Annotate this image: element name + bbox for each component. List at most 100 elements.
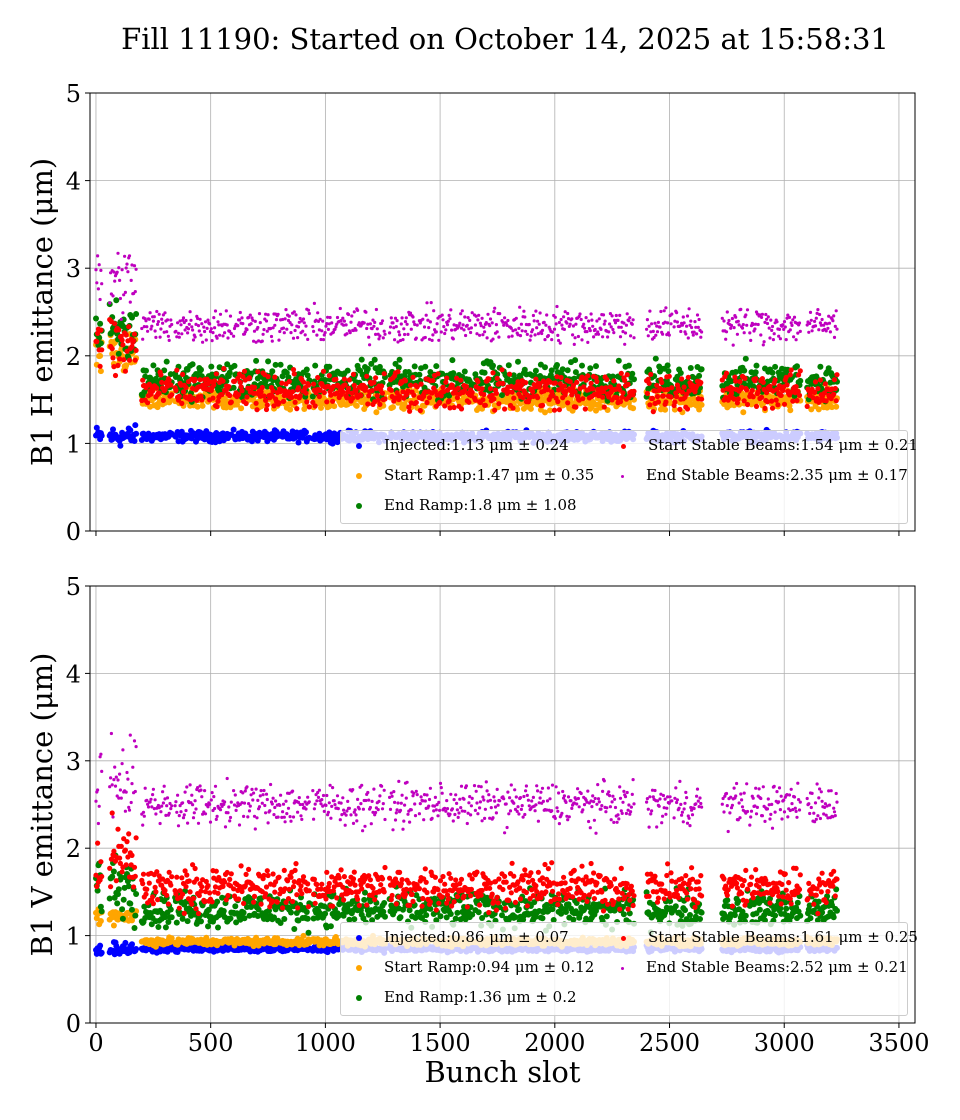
data-point: [174, 367, 180, 373]
data-point: [494, 375, 500, 381]
data-point: [729, 323, 734, 328]
data-point: [465, 323, 469, 327]
data-point: [584, 316, 588, 320]
data-point: [163, 358, 170, 365]
data-point: [503, 316, 507, 320]
data-point: [304, 399, 310, 405]
data-point: [514, 406, 521, 413]
data-point: [377, 401, 383, 407]
y-tick-label: 4: [66, 168, 81, 196]
data-point: [530, 389, 536, 395]
data-point: [770, 324, 775, 329]
data-point: [208, 322, 212, 326]
data-point: [210, 339, 214, 343]
data-point: [368, 343, 372, 347]
data-point: [580, 396, 586, 402]
data-point: [388, 325, 393, 329]
data-point: [481, 369, 488, 376]
data-point: [417, 407, 423, 414]
data-point: [663, 399, 669, 405]
data-point: [364, 310, 368, 314]
data-point: [411, 392, 417, 398]
data-point: [326, 429, 333, 436]
data-point: [535, 326, 539, 330]
data-point: [492, 407, 498, 413]
data-point: [741, 367, 748, 374]
data-point: [270, 339, 274, 343]
data-point: [393, 338, 397, 342]
data-point: [94, 268, 98, 272]
data-point: [656, 320, 661, 324]
data-point: [295, 385, 302, 391]
data-point: [679, 376, 685, 382]
data-point: [744, 313, 748, 317]
data-point: [131, 338, 137, 344]
data-point: [374, 393, 380, 399]
chart-title: Fill 11190: Started on October 14, 2025 …: [121, 22, 889, 56]
data-point: [488, 317, 493, 321]
data-point: [600, 394, 606, 400]
data-point: [180, 371, 186, 377]
data-point: [170, 322, 174, 327]
data-point: [311, 381, 317, 387]
data-point: [619, 325, 623, 329]
data-point: [462, 328, 466, 332]
data-point: [276, 400, 282, 406]
data-point: [316, 393, 322, 400]
data-point: [97, 320, 104, 327]
data-point: [221, 366, 227, 372]
data-point: [814, 316, 818, 320]
data-point: [120, 268, 124, 272]
data-point: [123, 362, 130, 369]
data-point: [449, 308, 453, 312]
data-point: [373, 320, 377, 324]
data-point: [740, 409, 747, 416]
data-point: [622, 321, 626, 325]
data-point: [441, 318, 445, 322]
data-point: [807, 330, 811, 334]
data-point: [781, 401, 788, 407]
data-point: [416, 371, 423, 378]
data-point: [258, 321, 262, 325]
data-point: [539, 402, 546, 408]
data-point: [304, 324, 308, 328]
data-point: [459, 312, 463, 316]
data-point: [510, 405, 516, 411]
data-point: [122, 939, 129, 946]
data-point: [558, 341, 562, 345]
data-point: [160, 317, 164, 321]
data-point: [344, 367, 351, 374]
data-point: [110, 426, 116, 433]
data-point: [362, 321, 366, 325]
data-point: [611, 378, 617, 384]
data-point: [648, 309, 652, 313]
data-point: [696, 372, 703, 379]
data-point: [338, 306, 342, 311]
data-point: [108, 301, 112, 305]
data-point: [552, 380, 558, 386]
data-point: [212, 378, 218, 384]
data-point: [206, 318, 210, 322]
data-point: [734, 315, 738, 319]
data-point: [429, 301, 433, 305]
data-point: [98, 432, 105, 439]
data-point: [587, 365, 594, 372]
data-point: [480, 397, 486, 403]
data-point: [189, 361, 196, 368]
data-point: [654, 393, 661, 400]
data-point: [611, 327, 615, 332]
data-point: [532, 367, 539, 374]
data-point: [117, 266, 121, 270]
data-point: [816, 308, 820, 312]
data-point: [191, 328, 195, 332]
data-point: [227, 392, 233, 399]
data-point: [110, 355, 116, 361]
data-point: [498, 312, 502, 316]
data-point: [759, 394, 765, 400]
data-point: [458, 406, 465, 412]
data-point: [684, 332, 688, 336]
data-point: [312, 329, 316, 333]
data-point: [98, 297, 102, 302]
data-point: [411, 315, 415, 319]
data-point: [669, 322, 673, 326]
